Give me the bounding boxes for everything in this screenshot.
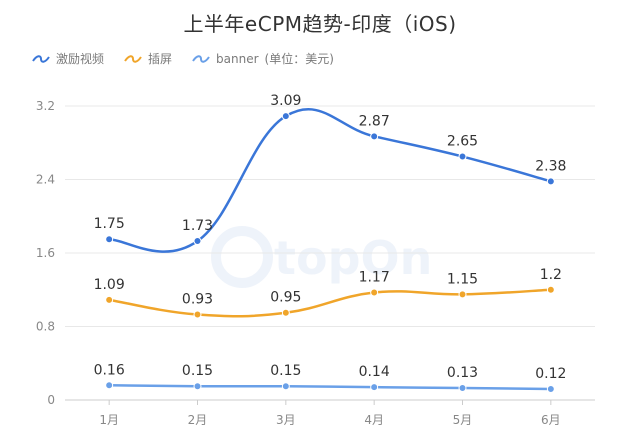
x-tick-label: 5月 [453, 413, 473, 427]
legend-label-rewarded-video: 激励视频 [56, 52, 105, 66]
chart-title: 上半年eCPM趋势-印度（iOS) [183, 12, 457, 36]
data-point-banner [105, 381, 114, 390]
x-tick-label: 6月 [541, 413, 561, 427]
legend-swatch-rewarded-video [32, 54, 50, 63]
data-label-banner: 0.15 [270, 363, 301, 379]
y-tick-label: 0 [47, 393, 55, 407]
y-tick-label: 1.6 [36, 246, 55, 260]
data-label-banner: 0.15 [182, 363, 213, 379]
series-line-banner [109, 384, 551, 391]
legend-item-banner[interactable]: banner (单位：美元) [192, 50, 334, 67]
data-label-banner: 0.16 [94, 362, 125, 378]
data-point-interstitial [370, 288, 379, 297]
data-label-rewarded-video: 2.87 [359, 113, 390, 129]
data-point-rewarded-video [281, 112, 290, 121]
legend-label-banner: banner [216, 51, 259, 66]
legend-swatch-interstitial [124, 54, 142, 63]
legend-item-interstitial[interactable]: 插屏 [124, 50, 172, 67]
data-label-interstitial: 1.15 [447, 271, 478, 287]
legend-label-interstitial: 插屏 [148, 52, 173, 66]
data-point-banner [370, 383, 379, 392]
data-label-interstitial: 1.17 [359, 270, 390, 286]
data-label-rewarded-video: 2.38 [535, 158, 566, 174]
data-point-banner [546, 384, 555, 393]
series-line-interstitial [108, 288, 551, 318]
x-tick-label: 4月 [364, 413, 384, 427]
x-tick-label: 3月 [276, 413, 296, 427]
data-label-interstitial: 0.93 [182, 292, 213, 308]
data-label-banner: 0.13 [447, 365, 478, 381]
x-tick-label: 2月 [188, 413, 208, 427]
chart-legend: 激励视频 插屏 banner (单位：美元) [32, 50, 334, 67]
series-line-rewarded-video [109, 108, 552, 253]
topon-watermark-logo: topOn [211, 226, 432, 288]
data-point-banner [458, 384, 467, 393]
data-label-rewarded-video: 2.65 [447, 134, 478, 150]
data-label-rewarded-video: 1.73 [182, 218, 213, 234]
data-point-rewarded-video [193, 237, 202, 246]
data-point-interstitial [193, 310, 202, 319]
data-point-interstitial [458, 290, 467, 299]
unit-note: (单位：美元) [264, 52, 334, 66]
data-point-rewarded-video [458, 152, 467, 161]
data-label-interstitial: 0.95 [270, 290, 301, 306]
data-label-interstitial: 1.09 [94, 277, 125, 293]
data-label-banner: 0.12 [535, 366, 566, 382]
x-tick-label: 1月 [99, 413, 119, 427]
data-point-rewarded-video [546, 177, 555, 186]
data-point-rewarded-video [370, 132, 379, 141]
legend-item-rewarded-video[interactable]: 激励视频 [32, 50, 104, 67]
data-point-interstitial [105, 295, 114, 304]
watermark-text: topOn [274, 231, 432, 285]
data-point-banner [281, 382, 290, 391]
data-label-rewarded-video: 1.75 [94, 216, 125, 232]
data-label-rewarded-video: 3.09 [270, 93, 301, 109]
y-tick-label: 2.4 [36, 173, 55, 187]
data-point-banner [193, 382, 202, 391]
data-label-interstitial: 1.2 [540, 267, 562, 283]
data-point-interstitial [546, 285, 555, 294]
y-tick-label: 3.2 [36, 99, 55, 113]
y-tick-label: 0.8 [36, 320, 55, 334]
data-point-interstitial [281, 308, 290, 317]
data-point-rewarded-video [105, 235, 114, 244]
legend-swatch-banner [192, 54, 210, 63]
data-label-banner: 0.14 [359, 364, 390, 380]
